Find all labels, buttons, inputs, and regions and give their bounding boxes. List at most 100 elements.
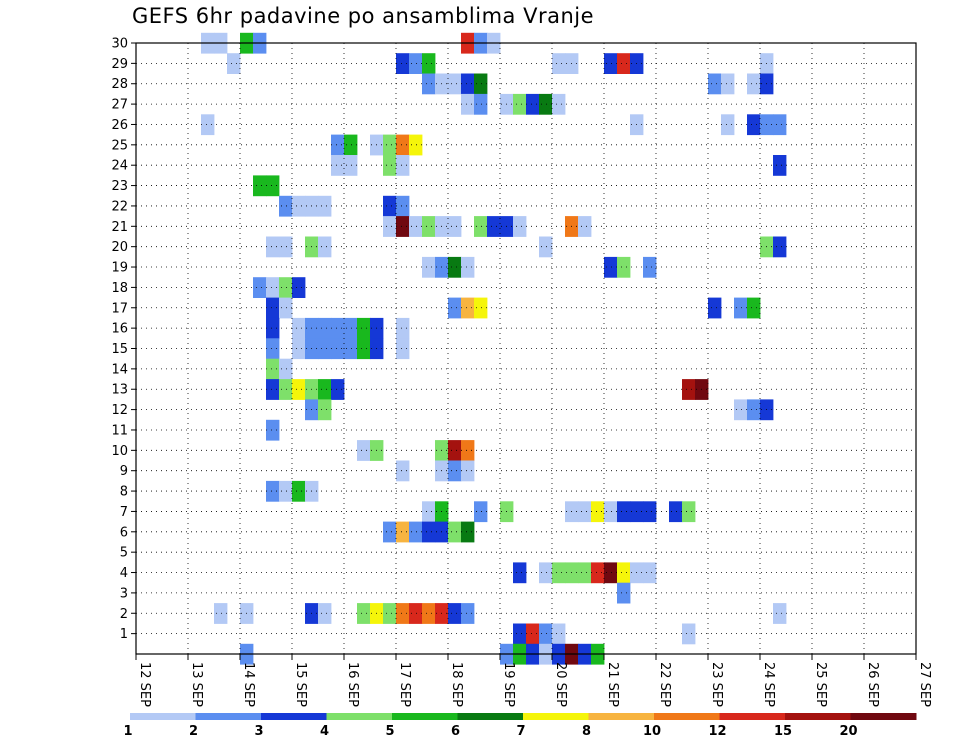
heat-cell bbox=[292, 277, 306, 298]
x-tick-label: 26 SEP bbox=[865, 662, 880, 707]
heat-cell bbox=[422, 256, 436, 278]
heat-cell bbox=[773, 603, 787, 624]
y-tick-label: 15 bbox=[111, 342, 128, 357]
heat-cell bbox=[604, 501, 618, 523]
heat-cell bbox=[383, 155, 397, 176]
heat-cell bbox=[279, 480, 293, 502]
colorbar-swatch bbox=[457, 713, 524, 720]
heat-cell bbox=[526, 623, 540, 645]
heat-cell bbox=[318, 379, 332, 400]
heat-cell bbox=[604, 256, 618, 278]
heat-cell bbox=[448, 73, 462, 95]
heat-cell bbox=[396, 521, 410, 543]
heat-cell bbox=[721, 73, 735, 95]
heat-cell bbox=[513, 623, 527, 645]
colorbar-label: 3 bbox=[254, 724, 263, 739]
heat-cell bbox=[461, 603, 475, 624]
colorbar-swatch bbox=[785, 713, 851, 720]
heat-cell bbox=[318, 399, 332, 421]
heat-cell bbox=[578, 216, 592, 237]
heat-cell bbox=[747, 114, 761, 136]
colorbar-swatch bbox=[719, 713, 786, 720]
heat-cell bbox=[526, 93, 540, 115]
heat-cell bbox=[682, 379, 696, 400]
heat-cell bbox=[513, 562, 527, 584]
heat-cell bbox=[409, 521, 423, 543]
y-tick-label: 27 bbox=[111, 98, 128, 113]
heat-cell bbox=[396, 460, 410, 482]
colorbar-swatch bbox=[850, 713, 917, 720]
heat-cell bbox=[474, 216, 488, 237]
heat-cell bbox=[266, 317, 280, 339]
y-tick-label: 13 bbox=[111, 383, 128, 398]
heat-cell bbox=[396, 338, 410, 360]
y-tick-label: 11 bbox=[111, 423, 128, 438]
heat-cell bbox=[383, 603, 397, 624]
heat-cell bbox=[357, 338, 371, 360]
heat-cell bbox=[422, 501, 436, 523]
y-tick-label: 10 bbox=[111, 444, 128, 459]
y-tick-label: 1 bbox=[120, 627, 128, 642]
colorbar-swatch bbox=[261, 713, 327, 720]
heat-cell bbox=[344, 134, 358, 156]
heat-cell bbox=[773, 155, 787, 176]
y-tick-label: 2 bbox=[120, 607, 128, 622]
heat-cell bbox=[396, 216, 410, 237]
x-tick-label: 12 SEP bbox=[137, 662, 152, 707]
heat-cell bbox=[292, 480, 306, 502]
x-tick-label: 18 SEP bbox=[449, 662, 464, 707]
x-tick-label: 20 SEP bbox=[553, 662, 568, 707]
heat-cell bbox=[513, 93, 527, 115]
heat-cell bbox=[461, 73, 475, 95]
heat-cell bbox=[682, 623, 696, 645]
y-tick-label: 5 bbox=[120, 546, 128, 561]
heat-cell bbox=[318, 195, 332, 217]
heat-cell bbox=[318, 338, 332, 360]
heat-cell bbox=[344, 338, 358, 360]
chart-title: GEFS 6hr padavine po ansamblima Vranje bbox=[132, 4, 595, 28]
heat-cell bbox=[422, 53, 436, 74]
heat-cell bbox=[357, 603, 371, 624]
x-tick-label: 17 SEP bbox=[397, 662, 412, 707]
heat-cell bbox=[279, 379, 293, 400]
y-tick-label: 22 bbox=[111, 199, 128, 214]
heat-cell bbox=[552, 562, 566, 584]
heat-cell bbox=[604, 562, 618, 584]
x-tick-label: 21 SEP bbox=[605, 662, 620, 707]
y-tick-label: 18 bbox=[111, 281, 128, 296]
y-tick-label: 28 bbox=[111, 77, 128, 92]
colorbar-swatch bbox=[392, 713, 458, 720]
heat-cell bbox=[266, 236, 280, 258]
y-tick-label: 9 bbox=[120, 464, 128, 479]
heat-cell bbox=[279, 358, 293, 380]
x-tick-label: 24 SEP bbox=[761, 662, 776, 707]
colorbar-label: 2 bbox=[189, 724, 198, 739]
heat-cell bbox=[266, 297, 280, 319]
heat-cell bbox=[422, 521, 436, 543]
y-tick-label: 6 bbox=[120, 525, 128, 540]
y-tick-label: 12 bbox=[111, 403, 128, 418]
heat-cell bbox=[201, 114, 215, 136]
x-tick-label: 15 SEP bbox=[293, 662, 308, 707]
heat-cell bbox=[708, 73, 722, 95]
heat-cell bbox=[279, 277, 293, 298]
heat-cell bbox=[448, 297, 462, 319]
heat-cell bbox=[331, 317, 345, 339]
y-tick-label: 23 bbox=[111, 179, 128, 194]
y-tick-label: 24 bbox=[111, 159, 128, 174]
y-tick-label: 8 bbox=[120, 485, 128, 500]
heat-cell bbox=[448, 256, 462, 278]
colorbar-swatch bbox=[654, 713, 720, 720]
heat-cell bbox=[734, 399, 748, 421]
colorbar-label: 4 bbox=[320, 724, 329, 739]
colorbar-label: 12 bbox=[708, 724, 726, 739]
heat-cell bbox=[747, 73, 761, 95]
heat-cell bbox=[773, 114, 787, 136]
heat-cell bbox=[461, 521, 475, 543]
heat-cell bbox=[448, 440, 462, 461]
heat-cell bbox=[643, 501, 657, 523]
heat-cell bbox=[383, 195, 397, 217]
x-tick-label: 13 SEP bbox=[189, 662, 204, 707]
heat-cell bbox=[409, 603, 423, 624]
heat-cell bbox=[266, 419, 280, 441]
